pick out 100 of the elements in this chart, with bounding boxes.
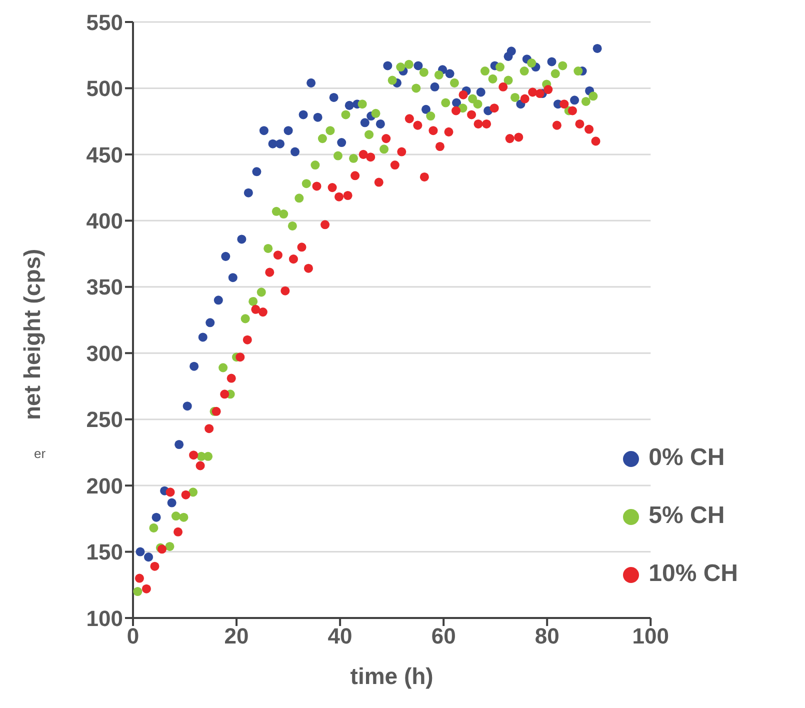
point <box>592 44 602 53</box>
y-tick-label: 150 <box>86 540 123 565</box>
x-tick-label: 60 <box>431 624 456 649</box>
point <box>218 363 228 372</box>
point <box>214 296 223 305</box>
point <box>344 100 354 110</box>
point <box>358 150 368 159</box>
y-tick-label: 200 <box>86 473 123 498</box>
point <box>535 89 544 98</box>
point <box>396 62 406 72</box>
point <box>306 78 316 88</box>
point <box>167 498 176 508</box>
point <box>510 92 520 102</box>
point <box>544 85 553 94</box>
point <box>256 288 266 297</box>
point <box>441 98 450 108</box>
point <box>490 104 499 113</box>
point <box>550 69 560 78</box>
point <box>495 62 505 72</box>
point <box>476 88 486 97</box>
point <box>288 221 297 230</box>
point <box>376 119 385 128</box>
point <box>152 512 161 522</box>
point <box>166 488 175 497</box>
point <box>133 587 142 596</box>
point <box>404 114 414 124</box>
point <box>150 562 160 571</box>
point <box>198 332 208 342</box>
point <box>343 190 352 200</box>
point <box>420 172 429 182</box>
point <box>558 61 568 70</box>
point <box>482 119 492 128</box>
point <box>252 167 262 176</box>
point <box>248 296 258 306</box>
point <box>382 134 391 144</box>
point <box>506 46 516 56</box>
point <box>240 314 250 324</box>
point <box>520 66 529 76</box>
x-axis-title: time (h) <box>350 663 434 689</box>
point <box>333 151 342 160</box>
point <box>310 160 320 170</box>
point <box>136 547 145 556</box>
point <box>426 112 436 121</box>
point <box>302 179 311 188</box>
text: er <box>34 446 46 461</box>
point <box>419 68 428 77</box>
point <box>265 268 274 277</box>
point <box>371 108 380 118</box>
point <box>388 76 397 85</box>
point <box>450 78 459 88</box>
point <box>366 152 376 162</box>
point <box>304 264 313 273</box>
point <box>171 512 180 521</box>
point <box>298 110 308 120</box>
point <box>591 136 600 146</box>
point <box>527 58 536 68</box>
point <box>179 512 188 522</box>
point <box>313 112 322 122</box>
point <box>348 154 358 163</box>
point <box>358 100 367 109</box>
point <box>412 84 421 93</box>
point <box>435 142 444 152</box>
point <box>196 461 205 470</box>
point <box>189 450 198 460</box>
y-tick-label: 100 <box>86 606 123 631</box>
point <box>275 139 285 148</box>
point <box>284 126 293 136</box>
point <box>404 60 414 69</box>
x-tick-label: 100 <box>632 624 669 649</box>
point <box>288 254 298 264</box>
point <box>390 160 400 170</box>
x-tick-label: 20 <box>224 624 249 649</box>
point <box>575 119 584 128</box>
point <box>468 94 478 104</box>
point <box>504 76 513 85</box>
point <box>451 106 461 116</box>
point <box>574 66 583 76</box>
legend-label: 5% CH <box>648 502 725 529</box>
point <box>547 57 556 66</box>
point <box>329 92 338 102</box>
point <box>480 66 490 76</box>
y-tick-label: 550 <box>86 10 123 35</box>
point <box>297 242 306 252</box>
point <box>488 74 498 84</box>
point <box>181 490 190 500</box>
point <box>430 82 440 92</box>
point <box>444 127 454 136</box>
point <box>182 402 192 411</box>
point <box>341 110 350 120</box>
point <box>204 452 213 461</box>
point <box>584 124 594 134</box>
point <box>226 374 236 383</box>
point <box>134 574 144 583</box>
y-tick-label: 300 <box>86 340 123 366</box>
point <box>251 304 260 314</box>
point <box>174 527 183 536</box>
point <box>220 390 230 399</box>
point <box>374 178 384 187</box>
point <box>165 542 174 551</box>
y-tick-label: 350 <box>86 274 123 300</box>
